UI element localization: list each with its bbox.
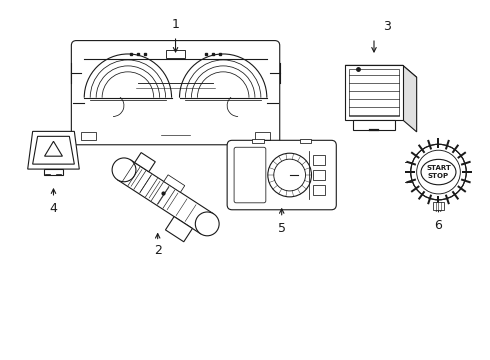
Circle shape	[196, 212, 219, 236]
Bar	[44, 169, 63, 175]
Text: 3: 3	[383, 20, 391, 33]
Bar	[166, 50, 185, 58]
Circle shape	[268, 153, 312, 197]
Polygon shape	[403, 66, 416, 132]
Bar	[314, 170, 325, 180]
Circle shape	[112, 158, 136, 182]
Bar	[252, 139, 264, 143]
Bar	[314, 185, 325, 195]
Text: 5: 5	[278, 222, 286, 235]
Polygon shape	[345, 66, 416, 77]
Text: STOP: STOP	[428, 173, 449, 179]
Bar	[349, 69, 399, 116]
FancyBboxPatch shape	[227, 140, 336, 210]
Text: 2: 2	[154, 244, 162, 257]
Text: 6: 6	[435, 219, 442, 232]
Text: 4: 4	[49, 202, 57, 215]
Polygon shape	[28, 131, 79, 169]
Polygon shape	[135, 153, 155, 172]
Bar	[314, 155, 325, 165]
Text: START: START	[426, 165, 451, 171]
Bar	[345, 66, 403, 120]
Bar	[299, 139, 312, 143]
Circle shape	[416, 150, 460, 194]
Polygon shape	[118, 160, 214, 234]
Polygon shape	[164, 175, 185, 192]
Text: 1: 1	[172, 18, 179, 31]
Circle shape	[411, 144, 466, 200]
Bar	[433, 202, 444, 210]
Polygon shape	[166, 217, 193, 242]
Bar	[353, 120, 395, 130]
